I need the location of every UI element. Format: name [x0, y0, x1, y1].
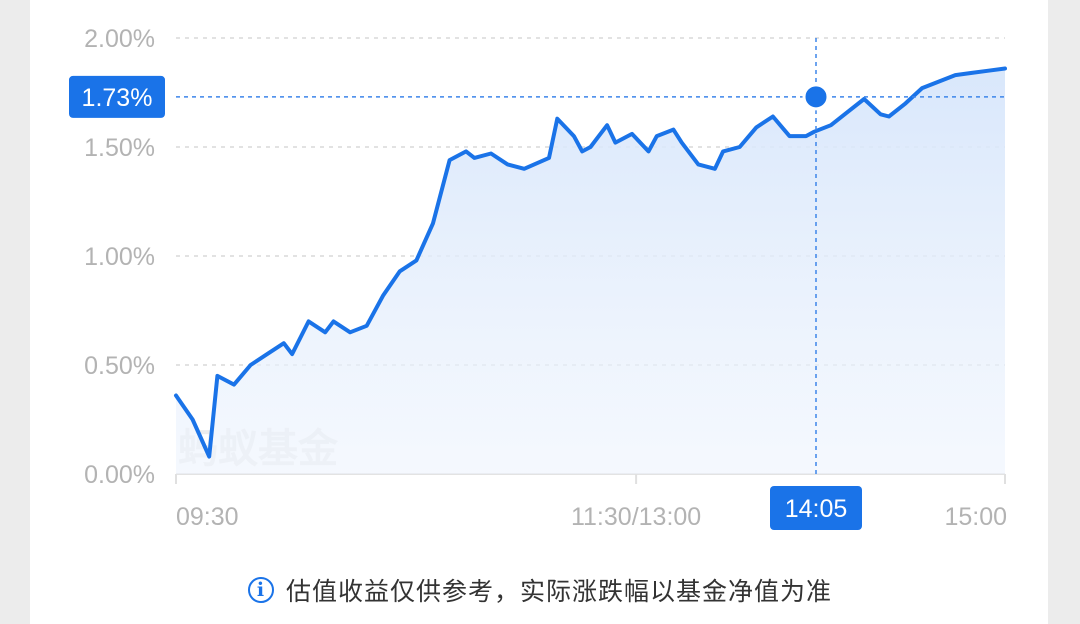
y-tick-label: 0.00% — [84, 461, 155, 489]
info-icon[interactable]: i — [247, 577, 274, 603]
y-tick-label: 2.00% — [84, 25, 155, 53]
value-badge — [69, 75, 165, 118]
x-tick-label: 11:30/13:00 — [571, 503, 701, 531]
crosshair-point[interactable] — [802, 83, 830, 111]
y-tick-label: 1.00% — [84, 243, 155, 271]
series-line — [174, 66, 1007, 459]
value-badge-label: 1.73% — [82, 84, 153, 112]
disclaimer: i 估值收益仅供参考，实际涨跌幅以基金净值为准 — [0, 572, 1080, 608]
chart-card: 2.00% 1.50% 1.00% 0.50% 0.00% 09:30 11:30/13:0… — [30, 0, 1048, 624]
disclaimer-text: 估值收益仅供参考，实际涨跌幅以基金净值为准 — [285, 577, 832, 606]
x-tick-label: 09:30 — [176, 503, 239, 531]
time-badge — [770, 486, 862, 530]
time-badge-label: 14:05 — [785, 495, 848, 523]
series-area — [176, 68, 1005, 474]
intraday-estimate-chart[interactable]: 2.00% 1.50% 1.00% 0.50% 0.00% 09:30 11:30/13:0… — [30, 0, 1048, 560]
y-tick-label: 1.50% — [84, 134, 155, 162]
y-tick-label: 0.50% — [84, 352, 155, 380]
x-tick-label: 15:00 — [944, 503, 1007, 531]
